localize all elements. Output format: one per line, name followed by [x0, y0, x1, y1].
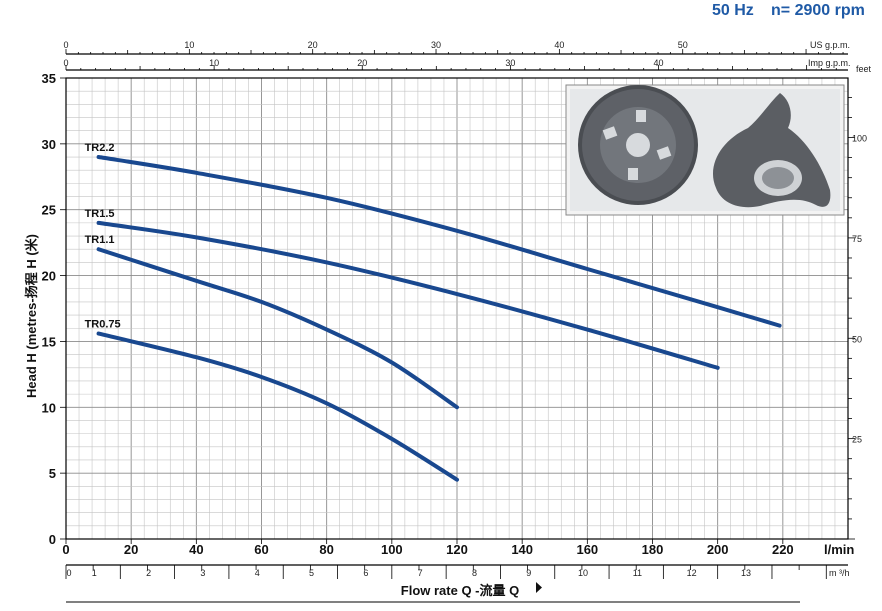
y-tick-label: 35 [42, 71, 56, 86]
m3h-unit-label: m ³/h [829, 568, 850, 578]
y-tick-label: 0 [49, 532, 56, 547]
x-unit-label: l/min [824, 542, 854, 557]
impgpm-tick-label: 20 [357, 58, 367, 68]
x-tick-label: 200 [707, 542, 729, 557]
y-tick-label: 25 [42, 203, 56, 218]
speed-label: n= 2900 rpm [771, 2, 865, 19]
x-tick-label: 0 [62, 542, 69, 557]
impgpm-tick-label: 10 [209, 58, 219, 68]
series-label: TR0.75 [85, 319, 121, 331]
x-tick-label: 60 [254, 542, 268, 557]
feet-tick-label: 100 [852, 134, 867, 144]
impeller-vane-icon [712, 93, 831, 208]
chart-grid [65, 77, 849, 540]
m3h-tick-label: 4 [255, 568, 260, 578]
usgpm-tick-label: 40 [554, 40, 564, 50]
impgpm-tick-label: 0 [63, 58, 68, 68]
x-tick-label: 100 [381, 542, 403, 557]
m3h-tick-label: 2 [146, 568, 151, 578]
x-tick-label: 220 [772, 542, 794, 557]
x-tick-label: 20 [124, 542, 138, 557]
m3h-tick-label: 11 [633, 568, 642, 578]
impgpm-unit-label: Imp g.p.m. [808, 58, 851, 68]
y-tick-label: 5 [49, 466, 56, 481]
curve-tr1-1 [96, 247, 459, 410]
x-axis-title: Flow rate Q -流量 Q [401, 583, 519, 598]
m3h-tick-label: 10 [578, 568, 588, 578]
frequency-label: 50 Hz [712, 2, 754, 19]
m3h-tick-label: 9 [526, 568, 531, 578]
m3h-tick-label: 13 [741, 568, 751, 578]
impgpm-tick-label: 30 [505, 58, 515, 68]
m3h-tick-label: 8 [472, 568, 477, 578]
x-tick-label: 180 [642, 542, 664, 557]
chart-axes [60, 49, 855, 603]
feet-unit-label: feet [856, 64, 872, 74]
usgpm-unit-label: US g.p.m. [810, 40, 850, 50]
m3h-tick-label: 0 [66, 568, 71, 578]
feet-tick-label: 25 [852, 435, 862, 445]
m3h-tick-label: 3 [200, 568, 205, 578]
usgpm-tick-label: 50 [678, 40, 688, 50]
impeller-image [565, 84, 845, 216]
impgpm-tick-label: 40 [653, 58, 663, 68]
usgpm-tick-label: 30 [431, 40, 441, 50]
m3h-tick-label: 5 [309, 568, 314, 578]
curve-tr1-5 [96, 220, 720, 370]
usgpm-tick-label: 0 [63, 40, 68, 50]
series-label: TR2.2 [85, 142, 115, 154]
curve-tr0-75 [96, 331, 459, 482]
y-tick-label: 15 [42, 334, 56, 349]
x-tick-label: 120 [446, 542, 468, 557]
curve-tr2-2 [96, 155, 782, 328]
series-label: TR1.1 [85, 234, 115, 246]
usgpm-tick-label: 10 [184, 40, 194, 50]
usgpm-tick-label: 20 [308, 40, 318, 50]
m3h-tick-label: 7 [418, 568, 423, 578]
impeller-disc-icon [578, 85, 698, 205]
y-tick-label: 10 [42, 400, 56, 415]
m3h-tick-label: 12 [687, 568, 697, 578]
x-axis-arrow-icon [536, 582, 542, 593]
m3h-tick-label: 1 [92, 568, 97, 578]
m3h-tick-label: 6 [363, 568, 368, 578]
x-tick-label: 40 [189, 542, 203, 557]
feet-tick-label: 75 [852, 234, 862, 244]
y-tick-label: 20 [42, 269, 56, 284]
y-tick-label: 30 [42, 137, 56, 152]
x-tick-label: 140 [511, 542, 533, 557]
y-axis-title: Head H (metres-扬程 H (米) [24, 234, 39, 398]
pump-curves [96, 155, 782, 482]
series-label: TR1.5 [85, 208, 115, 220]
x-tick-label: 160 [576, 542, 598, 557]
x-tick-label: 80 [319, 542, 333, 557]
feet-tick-label: 50 [852, 334, 862, 344]
